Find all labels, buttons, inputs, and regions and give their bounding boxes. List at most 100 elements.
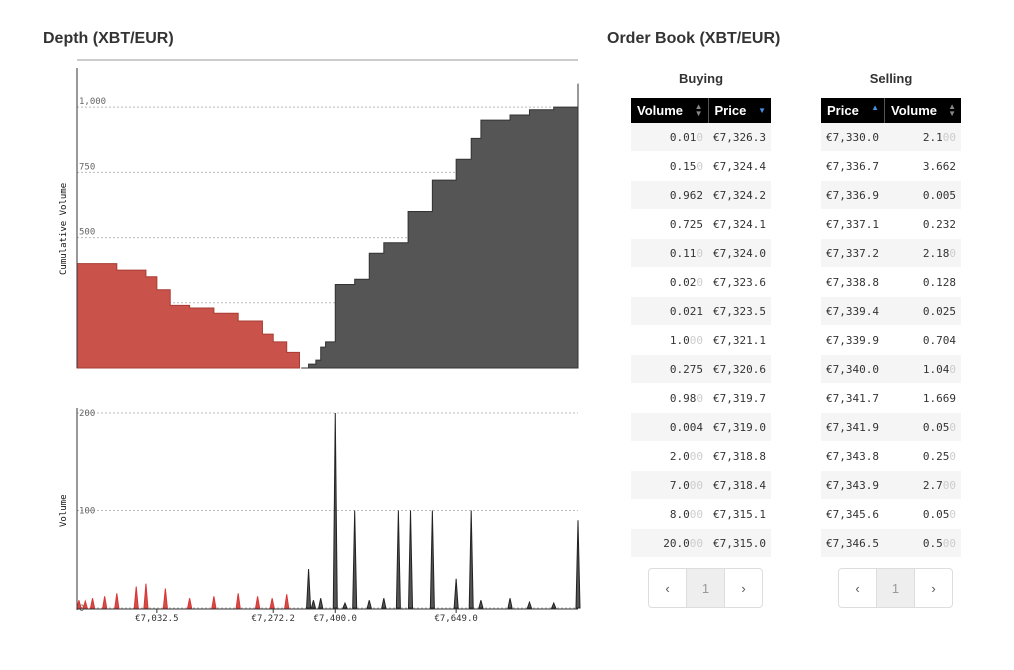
volume-value: 0.025 [922,304,956,318]
bottom-spikes [76,412,581,609]
volume-value: 2.0 [669,449,690,463]
selling-order-row: €7,343.9 2.700 [821,470,961,500]
selling-volume-cell: 2.700 [884,470,961,500]
buying-volume-cell: 20.000 [631,528,709,558]
bid-volume-spike [284,594,290,609]
bid-volume-spike [187,598,193,609]
volume-value: 0.021 [669,304,704,318]
buying-table: Volume ▲ ▼ Price ▼ 0.010 €7,326.3 0.150 €7,3… [631,98,771,558]
volume-padding: 00 [689,536,704,550]
volume-value: 0.005 [922,188,956,202]
volume-padding: 0 [696,275,704,289]
selling-volume-cell: 0.025 [884,296,961,326]
volume-padding: 00 [689,507,704,521]
bid-volume-spike [89,598,96,609]
volume-value: 1.0 [669,333,690,347]
buying-volume-header[interactable]: Volume ▲ ▼ [631,98,709,123]
orderbook-title: Order Book (XBT/EUR) [607,30,781,47]
selling-title: Selling [869,71,913,86]
volume-value: 0.05 [922,420,950,434]
top-areas [76,83,579,369]
selling-pagination: ‹ 1 › [838,568,953,608]
selling-volume-cell: 0.500 [884,528,961,558]
selling-price-cell: €7,339.4 [821,296,885,326]
volume-value: 0.275 [669,362,704,376]
ask-volume-spike [342,601,348,609]
ask-volume-spike [408,510,414,609]
buying-order-row: 8.000 €7,315.1 [631,499,771,529]
buying-order-row: 0.110 €7,324.0 [631,238,771,268]
volume-padding: 0 [949,507,956,521]
ask-volume-spike [381,598,387,609]
buying-price-header[interactable]: Price ▼ [708,98,771,123]
volume-value: 0.725 [669,217,704,231]
selling-price-cell: €7,337.2 [821,238,885,268]
buying-volume-cell: 7.000 [631,470,709,500]
x-tick-label: €7,032.5 [135,614,178,624]
bid-volume-spike [76,600,82,609]
selling-order-row: €7,336.9 0.005 [821,180,961,210]
selling-price-header[interactable]: Price ▲ [821,98,885,123]
bid-volume-spike [82,599,88,609]
selling-page-1-button[interactable]: 1 [877,569,915,607]
ask-volume-spike [507,598,513,609]
volume-value: 8.0 [669,507,690,521]
buying-order-row: 1.000 €7,321.1 [631,325,771,355]
selling-price-cell: €7,338.8 [821,267,885,297]
sort-desc-icon: ▼ [758,106,766,115]
selling-price-cell: €7,345.6 [821,499,885,529]
volume-padding: 0 [949,246,956,260]
selling-price-cell: €7,343.9 [821,470,885,500]
volume-value: 0.704 [922,333,956,347]
sort-both-icon: ▲ ▼ [948,102,956,118]
selling-price-cell: €7,337.1 [821,209,885,239]
selling-next-button[interactable]: › [931,580,936,596]
volume-padding: 00 [942,478,956,492]
buying-order-row: 0.275 €7,320.6 [631,354,771,384]
top-ylabel: Cumulative Volume [59,183,69,275]
selling-volume-header[interactable]: Volume ▲ ▼ [884,98,961,123]
volume-padding: 0 [696,246,704,260]
buying-volume-cell: 0.962 [631,180,709,210]
volume-padding: 00 [942,130,956,144]
buying-order-row: 0.962 €7,324.2 [631,180,771,210]
selling-prev-button[interactable]: ‹ [839,569,877,607]
sort-both-icon: ▲ ▼ [694,102,703,118]
ask-depth-area [301,83,579,369]
buying-volume-cell: 0.110 [631,238,709,268]
bid-volume-spike [133,586,139,609]
buying-price-cell: €7,318.8 [708,441,771,471]
buying-volume-cell: 8.000 [631,499,709,529]
volume-value: 0.004 [669,420,704,434]
ask-volume-spike [306,568,312,609]
selling-price-cell: €7,343.8 [821,441,885,471]
bottom-tick-label: 100 [79,507,95,517]
buying-price-cell: €7,324.1 [708,209,771,239]
selling-order-row: €7,341.9 0.050 [821,412,961,442]
bid-volume-spike [143,583,149,609]
selling-price-cell: €7,336.7 [821,151,885,181]
volume-padding: 0 [949,420,956,434]
selling-order-row: €7,343.8 0.250 [821,441,961,471]
buying-price-cell: €7,324.0 [708,238,771,268]
volume-value: 20.0 [663,536,690,550]
selling-order-row: €7,341.7 1.669 [821,383,961,413]
selling-price-cell: €7,340.0 [821,354,885,384]
bid-volume-spike [211,596,217,609]
buying-order-row: 0.150 €7,324.4 [631,151,771,181]
selling-volume-cell: 0.250 [884,441,961,471]
volume-value: 0.05 [922,507,950,521]
buying-next-button[interactable]: › [741,580,746,596]
bid-volume-spike [114,593,120,609]
bid-volume-spike [102,596,108,609]
buying-volume-cell: 0.725 [631,209,709,239]
buying-prev-button[interactable]: ‹ [649,569,687,607]
buying-order-row: 0.021 €7,323.5 [631,296,771,326]
buying-page-1-button[interactable]: 1 [687,569,725,607]
buying-order-row: 2.000 €7,318.8 [631,441,771,471]
selling-volume-cell: 2.180 [884,238,961,268]
ask-volume-spike [352,510,358,609]
ask-volume-spike [468,510,474,609]
depth-chart[interactable]: 1,0007505002500 Cumulative Volume 200100… [40,55,600,655]
